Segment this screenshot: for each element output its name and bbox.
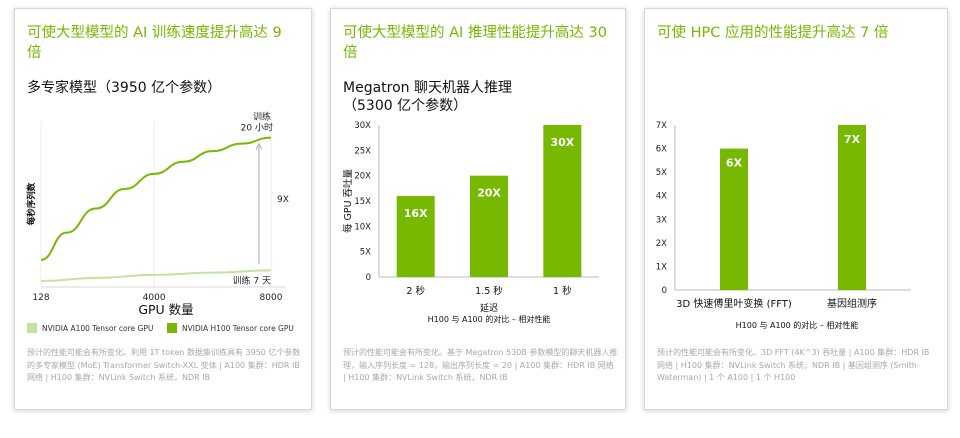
bar-value-label: 7X xyxy=(844,133,861,146)
training-card: 可使大型模型的 AI 训练速度提升高达 9 倍 多专家模型（3950 亿个参数）… xyxy=(14,8,312,410)
legend-label: NVIDIA H100 Tensor core GPU xyxy=(182,323,294,333)
y-tick-label: 15X xyxy=(354,197,371,207)
card-subtitle: 多专家模型（3950 亿个参数） xyxy=(27,80,222,96)
legend-swatch xyxy=(167,323,177,333)
y-tick-label: 4X xyxy=(656,192,667,202)
y-tick-label: 0 xyxy=(366,273,371,283)
y-tick-label: 10X xyxy=(354,222,371,232)
y-tick-label: 20X xyxy=(354,172,371,182)
x-axis-label: 延迟 xyxy=(480,302,498,314)
ratio-arrow-head xyxy=(255,142,263,150)
annotation-bottom: 训练 7 天 xyxy=(233,274,271,286)
x-tick-label: 128 xyxy=(32,293,49,303)
y-tick-label: 6X xyxy=(656,145,667,155)
x-tick-label: 3D 快速傅里叶变换 (FFT) xyxy=(676,297,792,310)
x-tick-label: 2 秒 xyxy=(406,285,425,297)
bar xyxy=(543,125,582,277)
y-tick-label: 5X xyxy=(360,248,371,258)
y-tick-label: 1X xyxy=(656,262,667,272)
y-tick-label: 30X xyxy=(354,121,371,131)
y-tick-label: 7X xyxy=(656,121,667,131)
card-headline: 可使大型模型的 AI 训练速度提升高达 9 倍 xyxy=(27,25,282,61)
series-line xyxy=(40,136,272,261)
annotation-top-line1: 训练 xyxy=(253,111,271,123)
x-tick-label: 4000 xyxy=(143,293,166,303)
x-tick-label: 1.5 秒 xyxy=(475,285,503,297)
footnote: 预计的性能可能会有所变化。3D FFT (4K^3) 吞吐量 | A100 集群… xyxy=(657,348,930,382)
bar-value-label: 16X xyxy=(404,207,428,220)
bar xyxy=(396,195,435,277)
legend-h100: NVIDIA H100 Tensor core GPU xyxy=(167,323,294,333)
legend-a100: NVIDIA A100 Tensor core GPU xyxy=(27,323,153,333)
legend-swatch xyxy=(27,323,37,333)
annotation-top-line2: 20 小时 xyxy=(241,122,273,134)
y-axis-label: 每秒序列数 xyxy=(26,182,37,225)
bar xyxy=(470,175,508,277)
bar-chart: 0 1X 2X 3X 4X 5X 6X 7X 6X 3D 快速傅里叶变换 (FFT) 7X 基因组测序… xyxy=(656,121,911,330)
x-tick-label: 基因组测序 xyxy=(827,297,877,310)
series-line xyxy=(40,269,272,282)
bar-value-label: 6X xyxy=(726,157,743,170)
x-tick-label: 1 秒 xyxy=(553,285,572,297)
ratio-label: 9X xyxy=(277,195,289,205)
inference-card: 可使大型模型的 AI 推理性能提升高达 30 倍 Megatron 聊天机器人推… xyxy=(330,8,626,410)
y-tick-label: 2X xyxy=(656,239,667,249)
y-axis-label: 每 GPU 吞吐量 xyxy=(342,168,354,233)
card-headline: 可使大型模型的 AI 推理性能提升高达 30 倍 xyxy=(343,25,607,61)
x-axis-label: GPU 数量 xyxy=(138,302,193,317)
bar xyxy=(720,148,748,290)
card-headline: 可使 HPC 应用的性能提升高达 7 倍 xyxy=(657,25,889,41)
y-tick-label: 0 xyxy=(662,286,667,296)
comparison-note: H100 与 A100 的对比 – 相对性能 xyxy=(736,320,859,330)
bar-value-label: 30X xyxy=(550,136,574,149)
bar-chart: 0 5X 10X 15X 20X 25X 30X 16X 2 秒 20X 1.5 秒 30X 1 秒 每 … xyxy=(342,121,599,324)
hpc-card: 可使 HPC 应用的性能提升高达 7 倍 0 1X 2X 3X 4X 5X 6X 7X 6X 3D… xyxy=(644,8,948,410)
y-tick-label: 5X xyxy=(656,168,667,178)
bar-value-label: 20X xyxy=(477,187,501,200)
legend-label: NVIDIA A100 Tensor core GPU xyxy=(42,323,154,333)
footnote: 预计的性能可能会有所变化。基于 Megatron 530B 参数模型的聊天机器人… xyxy=(343,348,618,382)
footnote: 预计的性能可能会有所变化。利用 1T token 数据集训练具有 3950 亿个… xyxy=(27,348,301,382)
card-subtitle: Megatron 聊天机器人推理（5300 亿个参数） xyxy=(343,80,512,114)
y-tick-label: 3X xyxy=(656,215,667,225)
bar xyxy=(838,125,866,290)
comparison-note: H100 与 A100 的对比 – 相对性能 xyxy=(428,314,551,324)
y-tick-label: 25X xyxy=(354,146,371,156)
x-tick-label: 8000 xyxy=(260,293,283,303)
